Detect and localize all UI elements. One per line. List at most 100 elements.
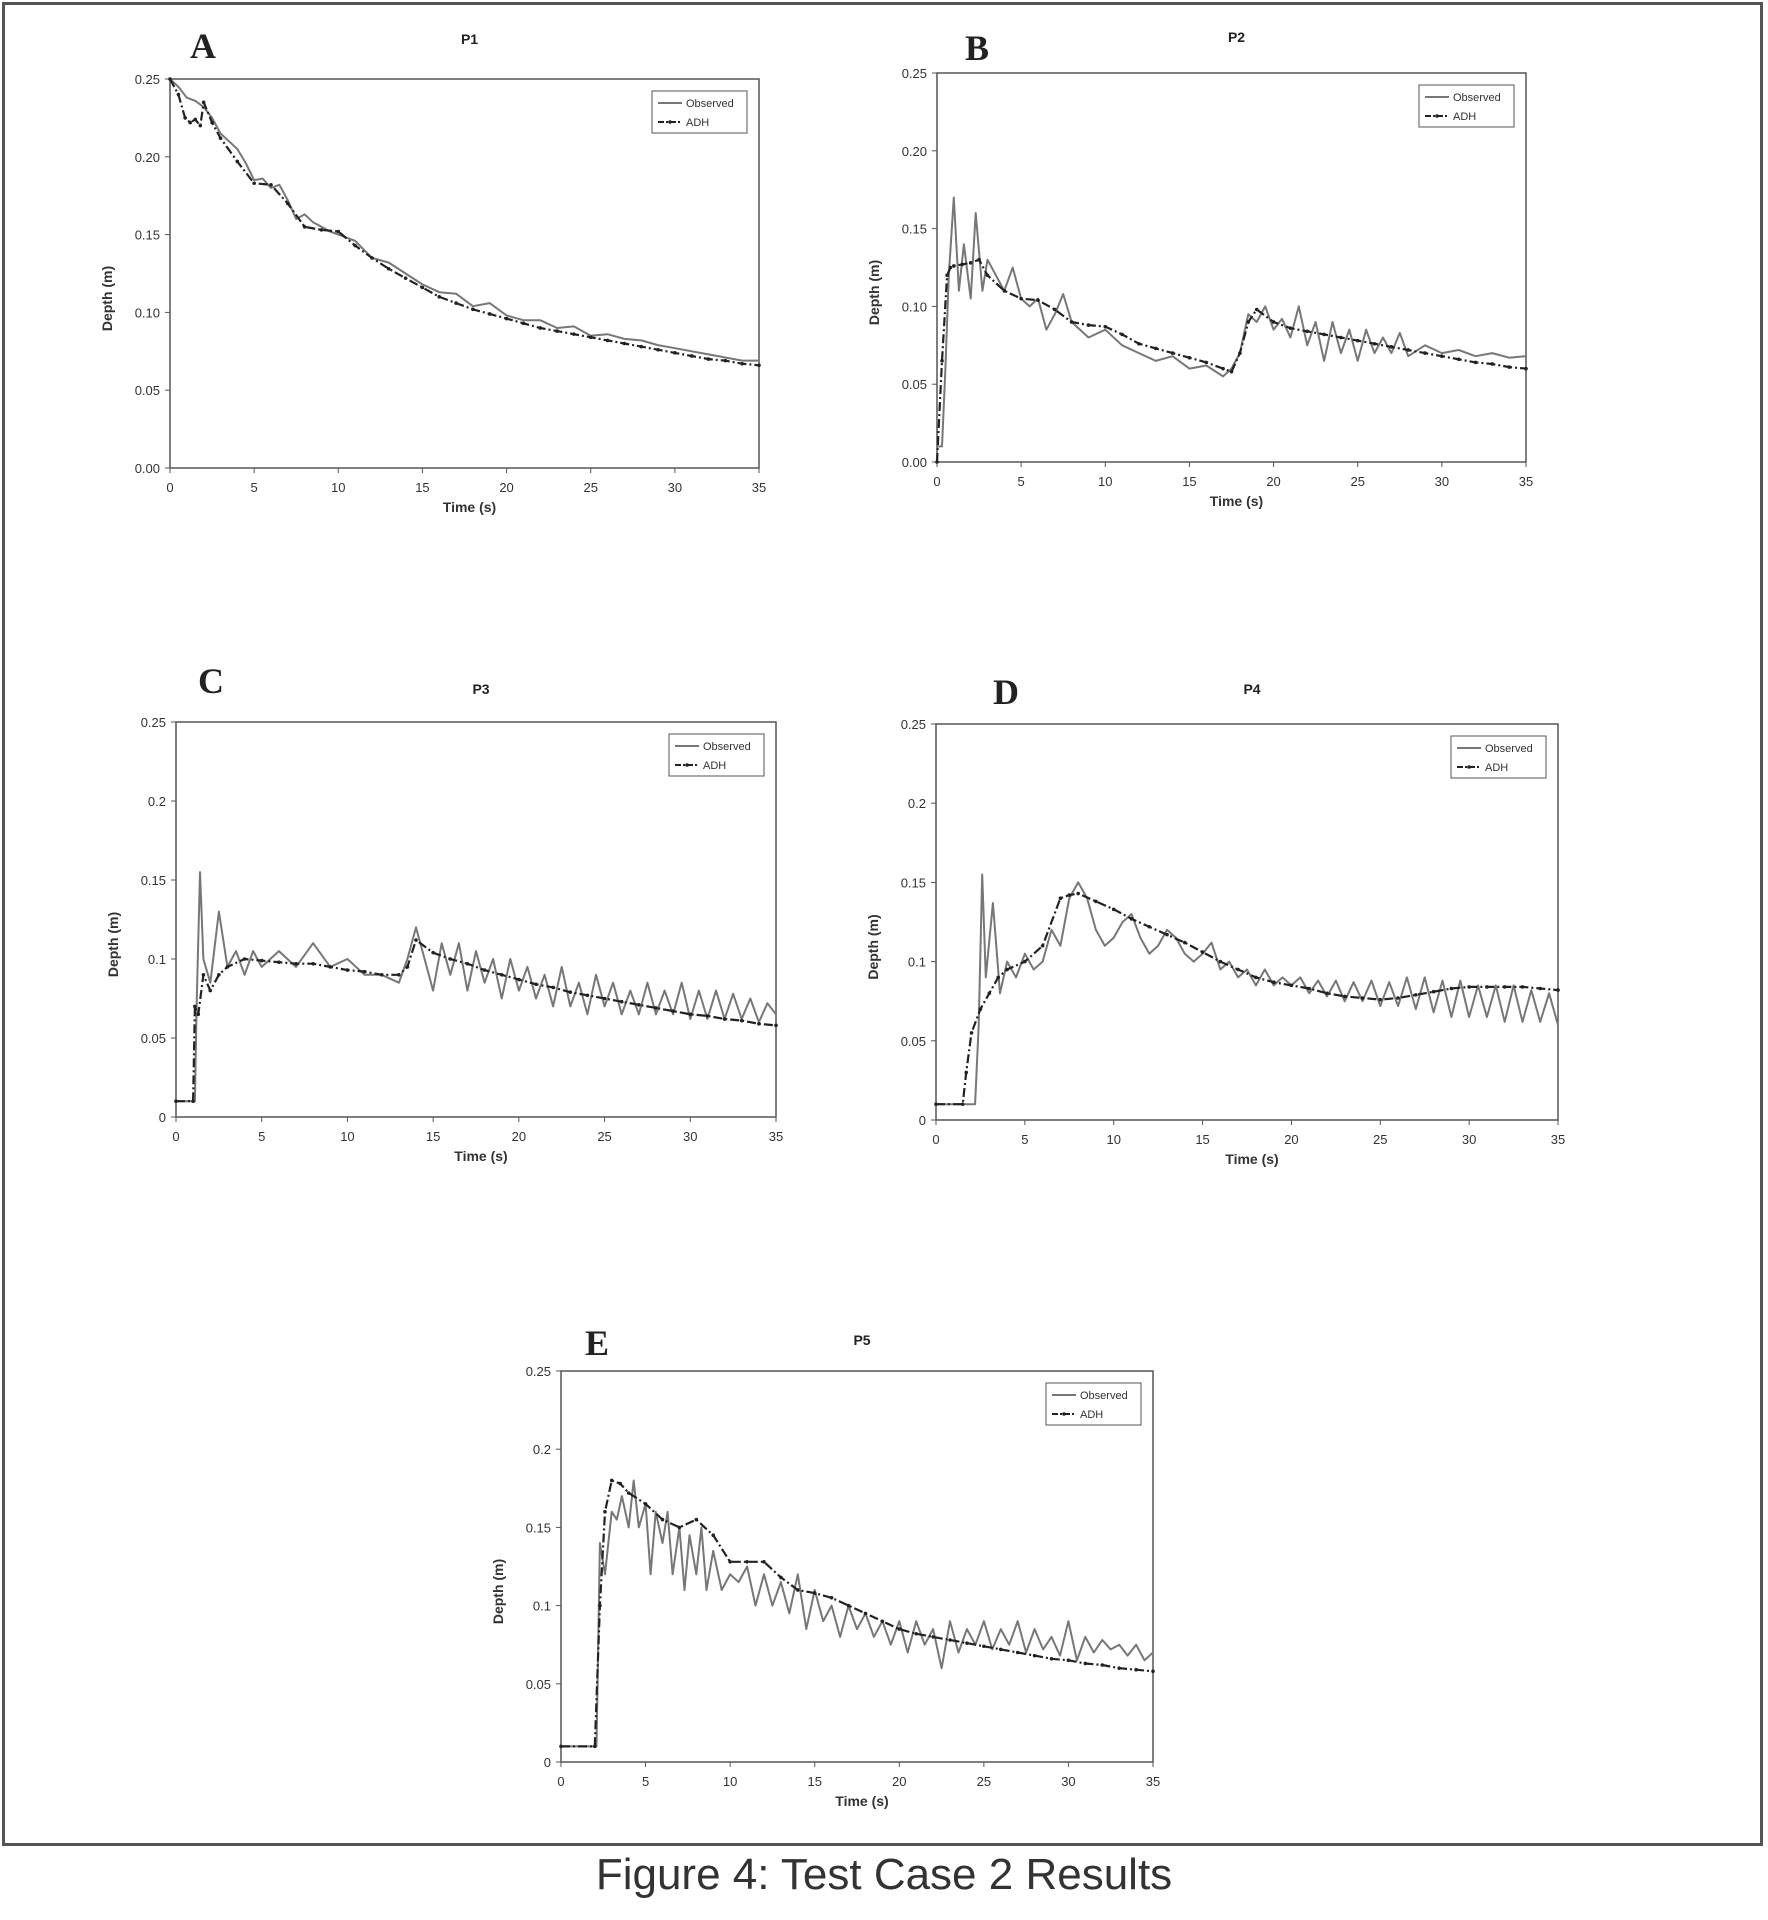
adh-point <box>534 982 538 987</box>
adh-point <box>1246 320 1251 324</box>
adh-point <box>1449 986 1454 991</box>
adh-point <box>739 1018 744 1023</box>
adh-point <box>259 958 264 963</box>
adh-point <box>1271 320 1276 324</box>
adh-point <box>774 1023 778 1028</box>
x-tick-label: 20 <box>512 1129 526 1144</box>
adh-point <box>1015 1650 1020 1655</box>
y-tick-label: 0.15 <box>135 228 160 243</box>
adh-point <box>1066 1658 1071 1663</box>
y-tick-label: 0.25 <box>901 717 926 732</box>
adh-point <box>757 363 761 368</box>
chart-panel-e: E P5 0 5 10 15 20 25 30 35 0 0.05 0.1 0.15 0.2 0.25 Time… <box>490 1323 1160 1809</box>
adh-point <box>656 347 660 352</box>
adh-point <box>982 1644 986 1649</box>
series-line-observed <box>169 78 759 362</box>
y-tick-label: 0 <box>919 1113 926 1128</box>
adh-point <box>1406 348 1410 352</box>
legend-box <box>668 733 765 777</box>
adh-point <box>277 960 281 964</box>
adh-point <box>1076 891 1080 896</box>
x-tick-label: 35 <box>769 1129 783 1144</box>
adh-point <box>1389 345 1394 349</box>
adh-point <box>538 326 543 330</box>
legend-label: ADH <box>1453 111 1476 123</box>
adh-point <box>1040 943 1045 948</box>
adh-point <box>722 1017 727 1021</box>
adh-point <box>1254 307 1259 312</box>
adh-point <box>1360 996 1365 1000</box>
y-tick-label: 0.15 <box>141 873 166 888</box>
plot-area <box>560 1370 1154 1763</box>
chart-title: P5 <box>853 1332 870 1348</box>
legend-label: Observed <box>686 98 734 110</box>
x-tick-label: 20 <box>1284 1132 1298 1147</box>
y-tick-label: 0.10 <box>902 299 927 314</box>
adh-point <box>757 1021 761 1026</box>
x-tick-label: 10 <box>723 1774 737 1789</box>
x-axis-label: Time (s) <box>454 1148 507 1164</box>
panel-letter: E <box>585 1323 609 1363</box>
adh-point <box>191 1099 195 1103</box>
adh-point <box>397 973 401 977</box>
figure-frame <box>2 2 1763 1846</box>
adh-point <box>998 1647 1003 1652</box>
adh-point <box>1165 932 1169 937</box>
adh-point <box>602 996 607 1001</box>
adh-point <box>740 361 744 366</box>
adh-point <box>319 228 324 232</box>
y-axis-label: Depth (m) <box>99 266 115 331</box>
y-tick-label: 0.15 <box>526 1520 551 1535</box>
adh-point <box>420 285 425 290</box>
y-tick-label: 0.25 <box>526 1364 551 1379</box>
adh-point <box>779 1575 783 1580</box>
adh-point <box>637 1003 641 1007</box>
adh-point <box>168 77 172 81</box>
adh-point <box>176 92 181 97</box>
y-tick-label: 0.25 <box>135 72 160 87</box>
x-tick-label: 15 <box>807 1774 821 1789</box>
y-tick-label: 0.25 <box>902 66 927 81</box>
adh-point <box>1218 959 1223 964</box>
panel-letter: C <box>198 661 224 701</box>
adh-point <box>996 975 1000 980</box>
adh-point <box>796 1588 800 1592</box>
adh-point <box>829 1595 834 1600</box>
legend-label: Observed <box>703 741 751 753</box>
adh-point <box>252 181 256 186</box>
adh-point <box>1187 355 1192 360</box>
chart-title: P2 <box>1228 29 1245 45</box>
legend-marker <box>668 120 672 124</box>
adh-point <box>225 965 230 969</box>
adh-point <box>431 950 435 955</box>
adh-point <box>302 225 307 229</box>
x-tick-label: 5 <box>642 1774 649 1789</box>
y-tick-label: 0.1 <box>148 952 166 967</box>
x-tick-label: 0 <box>932 1132 939 1147</box>
adh-point <box>585 993 590 998</box>
y-tick-label: 0.1 <box>533 1599 551 1614</box>
adh-point <box>626 1491 631 1495</box>
x-tick-label: 5 <box>258 1129 265 1144</box>
adh-point <box>1170 351 1175 355</box>
adh-point <box>846 1603 851 1608</box>
adh-point <box>269 183 273 187</box>
adh-point <box>1023 959 1027 964</box>
y-tick-label: 0.00 <box>902 455 927 470</box>
legend-label: Observed <box>1485 743 1533 755</box>
adh-point <box>968 261 973 265</box>
adh-point <box>1288 326 1293 330</box>
adh-point <box>688 1012 693 1017</box>
adh-point <box>671 1009 675 1013</box>
y-tick-label: 0.05 <box>135 383 160 398</box>
legend-label: Observed <box>1080 1390 1128 1402</box>
adh-point <box>593 1744 597 1749</box>
x-tick-label: 35 <box>1551 1132 1565 1147</box>
x-axis-label: Time (s) <box>1225 1151 1278 1167</box>
x-tick-label: 20 <box>1266 474 1280 489</box>
adh-point <box>465 961 470 966</box>
y-axis-label: Depth (m) <box>866 260 882 325</box>
x-tick-label: 10 <box>340 1129 354 1144</box>
adh-point <box>964 1070 969 1075</box>
